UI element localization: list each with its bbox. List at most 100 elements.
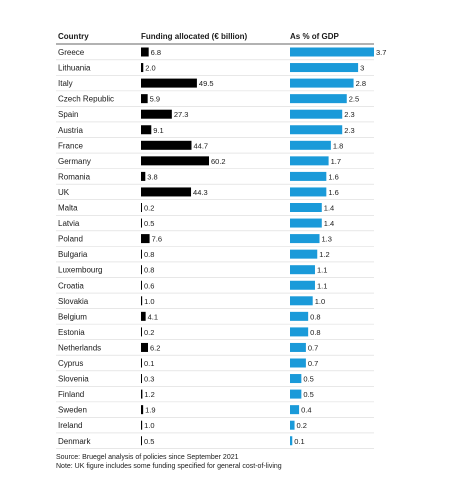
header-gdp: As % of GDP [290, 32, 340, 41]
source-note: Source: Bruegel analysis of policies sin… [56, 454, 239, 461]
header-funding: Funding allocated (€ billion) [141, 32, 248, 41]
country-label: Austria [58, 126, 83, 135]
funding-bar [141, 374, 142, 384]
funding-value-label: 0.2 [144, 328, 154, 337]
country-label: Netherlands [58, 343, 101, 352]
gdp-bar [290, 94, 347, 104]
gdp-bar [290, 296, 313, 306]
country-label: Czech Republic [58, 95, 114, 104]
funding-bar [141, 63, 144, 73]
country-label: Lithuania [58, 64, 91, 73]
funding-bar [141, 311, 146, 321]
gdp-value-label: 1.7 [331, 157, 341, 166]
gdp-bar [290, 140, 331, 150]
gdp-value-label: 2.3 [344, 126, 354, 135]
funding-value-label: 7.6 [152, 235, 162, 244]
country-label: Malta [58, 204, 78, 213]
gdp-bar [290, 78, 354, 88]
gdp-value-label: 0.8 [310, 312, 320, 321]
funding-bar [141, 234, 150, 244]
funding-bar [141, 171, 146, 181]
gdp-bar [290, 327, 309, 337]
funding-value-label: 6.8 [151, 48, 161, 57]
funding-bar [141, 249, 142, 259]
funding-value-label: 1.9 [145, 406, 155, 415]
gdp-value-label: 1.0 [315, 297, 325, 306]
chart-rows: Greece 6.8 3.7 Lithuania 2.0 3 Italy 49.5 2.8 Cze… [56, 47, 386, 449]
gdp-value-label: 0.4 [301, 406, 311, 415]
funding-bar [141, 420, 143, 430]
funding-value-label: 0.8 [144, 250, 154, 259]
gdp-bar [290, 405, 300, 415]
funding-bar [141, 140, 192, 150]
country-label: Romania [58, 172, 91, 181]
funding-value-label: 9.1 [153, 126, 163, 135]
gdp-value-label: 0.5 [303, 375, 313, 384]
gdp-bar [290, 358, 306, 368]
gdp-value-label: 1.2 [319, 250, 329, 259]
funding-bar [141, 218, 142, 228]
funding-value-label: 2.0 [145, 64, 155, 73]
country-label: Finland [58, 390, 84, 399]
funding-value-label: 0.6 [144, 281, 154, 290]
funding-value-label: 4.1 [148, 312, 158, 321]
gdp-value-label: 0.1 [294, 437, 304, 446]
gdp-bar [290, 311, 309, 321]
funding-value-label: 1.0 [144, 297, 154, 306]
funding-value-label: 0.8 [144, 266, 154, 275]
gdp-bar [290, 342, 306, 352]
gdp-bar [290, 280, 315, 290]
country-label: Germany [58, 157, 91, 166]
gdp-bar [290, 171, 327, 181]
gdp-bar [290, 420, 295, 430]
country-label: Slovenia [58, 375, 89, 384]
funding-bar [141, 436, 142, 446]
gdp-bar [290, 109, 343, 119]
gdp-bar [290, 374, 302, 384]
gdp-bar [290, 389, 302, 399]
gdp-value-label: 0.7 [308, 343, 318, 352]
funding-bar [141, 78, 197, 88]
funding-value-label: 1.0 [144, 421, 154, 430]
funding-value-label: 44.7 [193, 141, 208, 150]
country-label: France [58, 141, 83, 150]
gdp-bar [290, 218, 322, 228]
funding-value-label: 0.5 [144, 219, 154, 228]
gdp-value-label: 1.6 [328, 172, 338, 181]
funding-value-label: 1.2 [144, 390, 154, 399]
funding-bar [141, 342, 149, 352]
funding-value-label: 5.9 [150, 95, 160, 104]
funding-bar [141, 405, 144, 415]
country-label: Luxembourg [58, 266, 102, 275]
funding-value-label: 49.5 [199, 79, 214, 88]
gdp-value-label: 2.3 [344, 110, 354, 119]
gdp-value-label: 1.3 [322, 235, 332, 244]
country-label: Slovakia [58, 297, 89, 306]
uk-footnote: Note: UK figure includes some funding sp… [56, 463, 282, 470]
gdp-value-label: 1.4 [324, 219, 334, 228]
funding-bar [141, 389, 143, 399]
header-country: Country [58, 32, 89, 41]
funding-bar [141, 265, 142, 275]
gdp-bar [290, 156, 329, 166]
funding-value-label: 0.3 [144, 375, 154, 384]
gdp-bar [290, 265, 315, 275]
gdp-value-label: 2.8 [356, 79, 366, 88]
funding-value-label: 0.5 [144, 437, 154, 446]
country-label: Estonia [58, 328, 85, 337]
country-label: Spain [58, 110, 78, 119]
gdp-value-label: 0.8 [310, 328, 320, 337]
funding-bar [141, 156, 209, 166]
funding-value-label: 44.3 [193, 188, 208, 197]
funding-value-label: 6.2 [150, 343, 160, 352]
funding-bar [141, 125, 152, 135]
funding-value-label: 0.1 [144, 359, 154, 368]
gdp-value-label: 0.7 [308, 359, 318, 368]
country-label: Poland [58, 235, 83, 244]
funding-value-label: 27.3 [174, 110, 189, 119]
gdp-value-label: 1.8 [333, 141, 343, 150]
gdp-bar [290, 203, 322, 212]
funding-bar [141, 47, 149, 57]
gdp-bar [290, 249, 318, 259]
